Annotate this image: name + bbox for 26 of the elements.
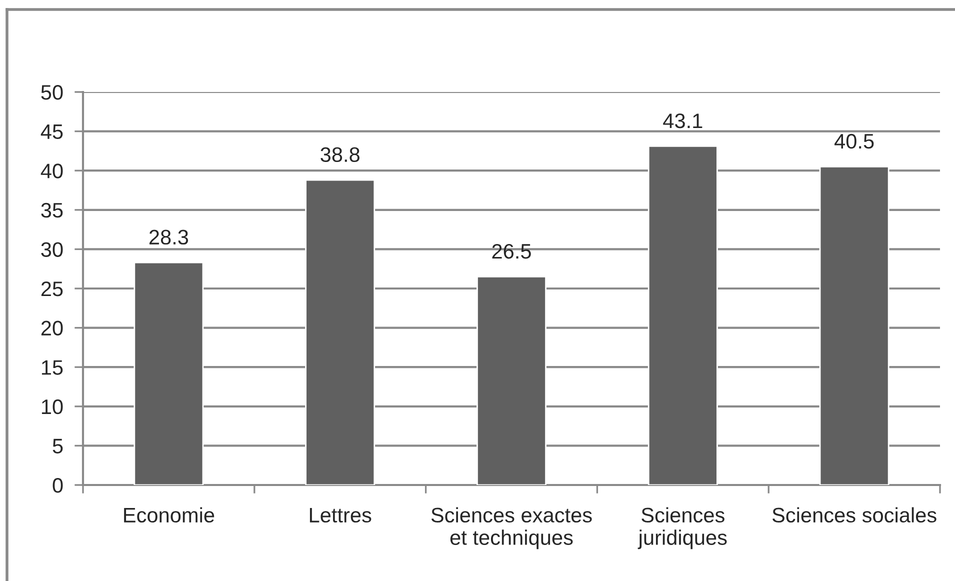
y-tick-label: 20 [41, 320, 63, 336]
x-tick-label: Economie [124, 507, 214, 523]
data-label: 40.5 [834, 134, 874, 149]
data-label: 43.1 [663, 113, 702, 128]
bar [648, 146, 718, 485]
y-tick-label: 30 [41, 242, 63, 257]
x-tick-label: Sciences exactes et techniques [431, 507, 592, 550]
y-tick-label: 50 [41, 85, 63, 100]
bar [305, 179, 376, 485]
y-tick-label: 40 [40, 164, 63, 178]
data-label: 38.8 [320, 147, 360, 162]
data-label: 28.3 [149, 230, 188, 245]
y-tick-label: 0 [52, 478, 63, 493]
y-tick-label: 35 [41, 202, 63, 218]
x-tick-label: Sciences juridiques [638, 507, 727, 550]
bar [134, 262, 204, 485]
y-tick-label: 45 [40, 124, 63, 140]
data-label: 26.5 [492, 244, 531, 259]
x-tick-label: Lettres [310, 508, 372, 523]
y-tick-label: 5 [52, 438, 63, 454]
bar [476, 276, 546, 485]
y-tick-label: 10 [42, 399, 63, 414]
bar [819, 166, 890, 485]
x-tick-label: Sciences sociales [772, 507, 936, 523]
y-tick-label: 25 [41, 282, 63, 296]
y-tick-label: 15 [42, 360, 63, 375]
